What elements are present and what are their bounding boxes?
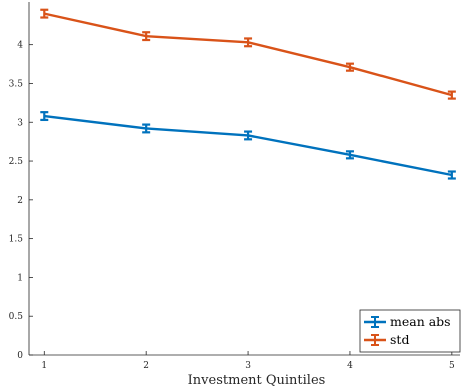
y-tick-label: 3	[17, 118, 23, 128]
series-std	[40, 8, 456, 100]
x-tick-label: 3	[245, 361, 251, 371]
error-bar	[345, 62, 354, 72]
error-bar	[142, 31, 151, 42]
x-tick-label: 5	[449, 361, 455, 371]
series-mean-abs	[40, 111, 456, 180]
legend-entry: mean abs	[364, 314, 451, 329]
legend-label: std	[390, 332, 409, 347]
y-tick-label: 2.5	[9, 157, 24, 167]
series-layer	[40, 8, 456, 180]
error-bar	[447, 90, 456, 100]
series-line	[44, 12, 453, 97]
x-axis-label: Investment Quintiles	[188, 373, 326, 388]
error-bar	[244, 37, 253, 48]
error-bar	[244, 130, 253, 141]
axes: 0 0.5 1 1.5 2 2.5 3 3.5 4 1 2 3 4 5	[9, 2, 460, 371]
y-tick-label: 0.5	[9, 312, 24, 322]
y-tick-label: 1	[17, 273, 23, 283]
series-line	[44, 114, 453, 177]
x-tick-label: 4	[347, 361, 353, 371]
y-tick-label: 2	[17, 196, 23, 206]
error-bar	[447, 170, 456, 180]
legend-label: mean abs	[390, 314, 451, 329]
y-tick-label: 0	[17, 351, 23, 361]
legend: mean abs std	[359, 309, 461, 353]
legend-entry: std	[364, 332, 409, 347]
x-tick-label: 1	[41, 361, 47, 371]
error-bar	[40, 111, 49, 122]
error-bar	[142, 123, 151, 134]
x-tick-label: 2	[143, 361, 149, 371]
y-tick-label: 3.5	[9, 79, 24, 89]
y-tick-label: 4	[17, 41, 23, 51]
y-tick-label: 1.5	[9, 235, 24, 245]
error-bar	[345, 150, 354, 160]
error-bar	[40, 8, 49, 19]
